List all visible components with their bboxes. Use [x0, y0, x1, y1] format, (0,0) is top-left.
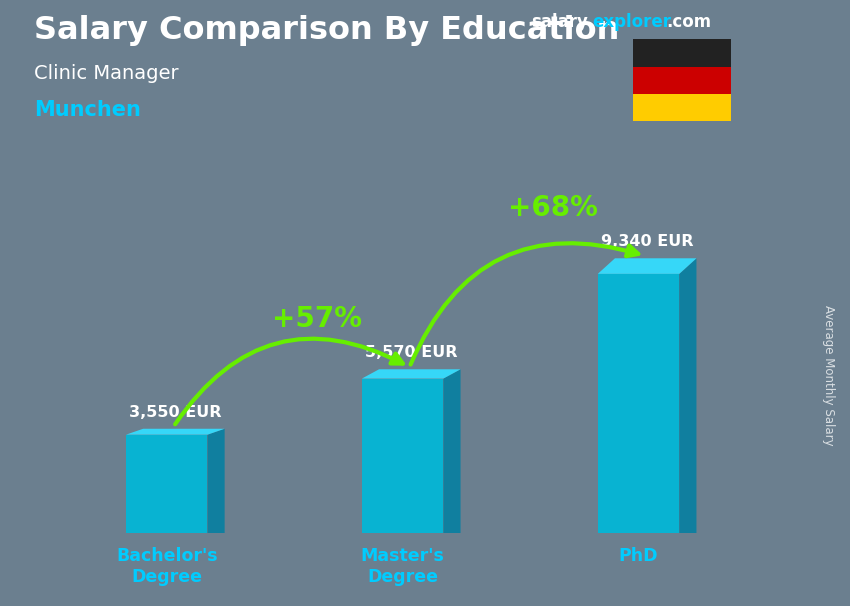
Text: salary: salary	[531, 13, 588, 32]
Text: 9,340 EUR: 9,340 EUR	[601, 233, 694, 248]
Polygon shape	[598, 274, 679, 533]
Text: 5,570 EUR: 5,570 EUR	[365, 345, 457, 361]
Polygon shape	[126, 435, 207, 533]
Text: +68%: +68%	[507, 195, 598, 222]
Text: Clinic Manager: Clinic Manager	[34, 64, 178, 82]
Polygon shape	[126, 429, 224, 435]
Polygon shape	[207, 429, 224, 533]
Text: Munchen: Munchen	[34, 100, 141, 120]
Polygon shape	[362, 369, 461, 379]
Polygon shape	[598, 258, 696, 274]
Text: .com: .com	[666, 13, 711, 32]
Text: explorer: explorer	[592, 13, 672, 32]
Text: Salary Comparison By Education: Salary Comparison By Education	[34, 15, 620, 46]
Text: Average Monthly Salary: Average Monthly Salary	[822, 305, 836, 446]
Polygon shape	[444, 369, 461, 533]
FancyBboxPatch shape	[633, 94, 731, 121]
FancyBboxPatch shape	[633, 39, 731, 67]
Text: +57%: +57%	[272, 305, 362, 333]
FancyBboxPatch shape	[633, 67, 731, 94]
Polygon shape	[362, 379, 444, 533]
Polygon shape	[679, 258, 696, 533]
Text: 3,550 EUR: 3,550 EUR	[129, 405, 222, 420]
